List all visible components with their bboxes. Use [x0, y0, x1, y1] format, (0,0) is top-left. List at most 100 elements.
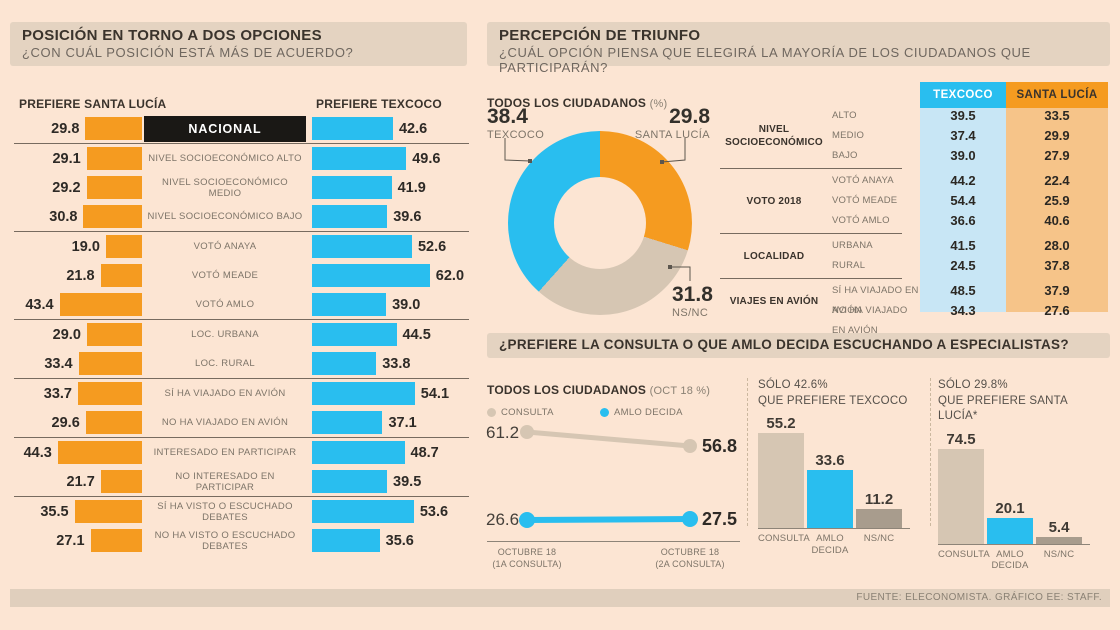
mini-chart-santa-lucia: SÓLO 29.8% QUE PREFIERE SANTA LUCÍA* 74.…: [938, 378, 1110, 572]
table-header-texcoco: TEXCOCO: [920, 82, 1006, 108]
santa-lucia-bar: [59, 293, 142, 316]
texcoco-cell: 35.6: [308, 529, 469, 552]
texcoco-bar: [312, 264, 430, 287]
texcoco-bar: [312, 117, 393, 140]
divider-dashed-1: [747, 378, 748, 526]
mini-texcoco-title2: QUE PREFIERE TEXCOCO: [758, 394, 908, 407]
texcoco-bar: [312, 411, 383, 434]
santa-lucia-value: 21.8: [66, 267, 95, 284]
diverging-bar-chart: 29.8 NACIONAL 42.6 29.1 NIVEL SOCIOECONÓMICO…: [14, 114, 469, 555]
santa-lucia-bar: [83, 205, 142, 228]
texcoco-value: 41.9: [397, 179, 426, 196]
mini-bar-value: 5.4: [1048, 518, 1070, 536]
table-group: LOCALIDAD URBANA 41.5 28.0 RURAL 24.5 37.8: [720, 236, 1108, 276]
santa-lucia-bar: [86, 323, 142, 346]
section3-header: ¿PREFIERE LA CONSULTA O QUE AMLO DECIDA …: [487, 333, 1110, 358]
diverging-row: 44.3 INTERESADO EN PARTICIPAR 48.7: [14, 438, 469, 467]
santa-lucia-value: 29.2: [52, 179, 81, 196]
table-value-santa-lucia: 33.5: [1044, 108, 1070, 123]
santa-lucia-value: 35.5: [40, 503, 69, 520]
donut-heading: TODOS LOS CIUDADANOS (%): [487, 96, 667, 110]
donut-heading-unit: (%): [649, 98, 668, 110]
table-value-texcoco: 37.4: [950, 128, 976, 143]
santa-lucia-cell: 29.0: [14, 323, 142, 346]
mini-bar-label: NS/NC: [863, 533, 895, 545]
legend-amlo-decida: AMLO DECIDA: [600, 407, 683, 418]
table-column-bg-santa-lucia: [1006, 108, 1108, 312]
santa-lucia-bar: [100, 264, 142, 287]
texcoco-value: 52.6: [417, 238, 447, 255]
category-label: NO INTERESADO EN PARTICIPAR: [175, 470, 275, 493]
section1-title: POSICIÓN EN TORNO A DOS OPCIONES: [22, 27, 322, 44]
category-label: SÍ HA VIAJADO EN AVIÓN: [164, 388, 286, 399]
santa-lucia-cell: 29.1: [14, 147, 142, 170]
table-group: VOTO 2018 VOTÓ ANAYA 44.2 22.4 VOTÓ MEADE 54.…: [720, 171, 1108, 231]
santa-lucia-cell: 21.7: [14, 470, 142, 493]
mini-bar-label: CONSULTA: [938, 548, 990, 560]
section2-header: PERCEPCIÓN DE TRIUNFO ¿CUÁL OPCIÓN PIENS…: [487, 22, 1110, 75]
category-label: NIVEL SOCIOECONÓMICO ALTO: [148, 153, 302, 164]
slope-heading-unit: (OCT 18 %): [649, 385, 711, 397]
category-label: INTERESADO EN PARTICIPAR: [153, 447, 297, 458]
mini-bar-column: 55.2: [758, 415, 804, 529]
donut-label-texcoco: TEXCOCO: [487, 129, 545, 141]
table-value-texcoco: 48.5: [950, 283, 976, 298]
mini-bar-value: 20.1: [995, 499, 1025, 517]
texcoco-cell: 44.5: [308, 323, 469, 346]
table-column-bg-texcoco: [920, 108, 1006, 312]
table-value-texcoco: 54.4: [950, 193, 976, 208]
donut-value-santa-lucia: 29.8: [669, 105, 710, 128]
mini-bar-label: AMLO DECIDA: [991, 548, 1029, 572]
slope-xlabel-2: OCTUBRE 18 (2A CONSULTA): [650, 546, 730, 570]
group-separator: [14, 437, 469, 438]
diverging-row: 30.8 NIVEL SOCIOECONÓMICO BAJO 39.6: [14, 202, 469, 231]
mini-bar-value: 55.2: [766, 415, 796, 433]
table-value-texcoco: 24.5: [950, 258, 976, 273]
texcoco-cell: 52.6: [308, 235, 469, 258]
mini-bar-value: 74.5: [946, 430, 976, 448]
santa-lucia-bar: [86, 176, 142, 199]
mini-bar: [987, 517, 1033, 544]
table-row-label: BAJO: [832, 150, 858, 161]
santa-lucia-cell: 19.0: [14, 235, 142, 258]
donut-label-nsnc: NS/NC: [672, 307, 709, 319]
texcoco-cell: 62.0: [308, 264, 469, 287]
texcoco-bar: [312, 529, 380, 552]
mini-santa-lucia-bars: 74.5 20.1 5.4: [938, 431, 1110, 544]
section2-subtitle: ¿CUÁL OPCIÓN PIENSA QUE ELEGIRÁ LA MAYOR…: [499, 45, 1031, 75]
mini-texcoco-bars: 55.2 33.6 11.2: [758, 415, 928, 529]
mini-bar-label: AMLO DECIDA: [811, 533, 849, 556]
santa-lucia-bar: [100, 470, 142, 493]
donut-callout-santa-lucia: 29.8 SANTA LUCÍA: [634, 106, 710, 141]
group-separator: [14, 319, 469, 320]
santa-lucia-value: 33.4: [44, 355, 73, 372]
category-label: VOTÓ AMLO: [195, 299, 255, 310]
table-row-label: VOTÓ ANAYA: [832, 175, 894, 186]
table-group-name: LOCALIDAD: [743, 250, 805, 262]
santa-lucia-cell: 33.4: [14, 352, 142, 375]
slope-amlo-from: 26.6: [486, 510, 520, 529]
santa-lucia-cell: 43.4: [14, 293, 142, 316]
donut-heading-text: TODOS LOS CIUDADANOS: [487, 96, 647, 110]
table-row-label: NO HA VIAJADO EN AVIÓN: [832, 305, 908, 336]
table-value-texcoco: 36.6: [950, 213, 976, 228]
slope-baseline: [487, 541, 740, 542]
texcoco-cell: 39.6: [308, 205, 469, 228]
texcoco-bar: [312, 352, 377, 375]
mini-bar: [758, 433, 804, 529]
category-label: NO HA VIAJADO EN AVIÓN: [161, 417, 289, 428]
texcoco-value: 39.6: [393, 208, 422, 225]
santa-lucia-cell: 27.1: [14, 529, 142, 552]
table-row-label: URBANA: [832, 240, 873, 251]
mini-texcoco-labels: CONSULTA AMLO DECIDA NS/NC: [758, 533, 928, 557]
category-label: NIVEL SOCIOECONÓMICO MEDIO: [162, 176, 288, 199]
slope-consulta-to: 56.8: [702, 436, 738, 456]
category-label: LOC. RURAL: [194, 358, 255, 369]
mini-bar-column: 33.6: [807, 452, 853, 529]
mini-bar-value: 33.6: [815, 452, 845, 470]
texcoco-value: 39.5: [393, 473, 422, 490]
table-row-label: MEDIO: [832, 130, 865, 141]
mini-santa-lucia-labels: CONSULTA AMLO DECIDA NS/NC: [938, 549, 1110, 573]
mini-bar-column: 20.1: [987, 500, 1033, 544]
texcoco-bar: [312, 382, 415, 405]
